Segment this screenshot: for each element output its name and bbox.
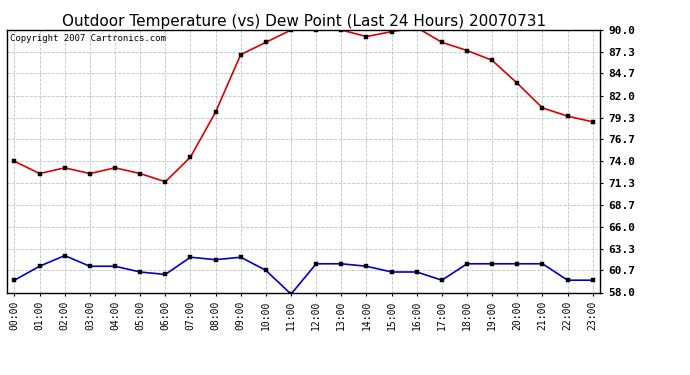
Title: Outdoor Temperature (vs) Dew Point (Last 24 Hours) 20070731: Outdoor Temperature (vs) Dew Point (Last… [61, 14, 546, 29]
Text: Copyright 2007 Cartronics.com: Copyright 2007 Cartronics.com [10, 34, 166, 43]
